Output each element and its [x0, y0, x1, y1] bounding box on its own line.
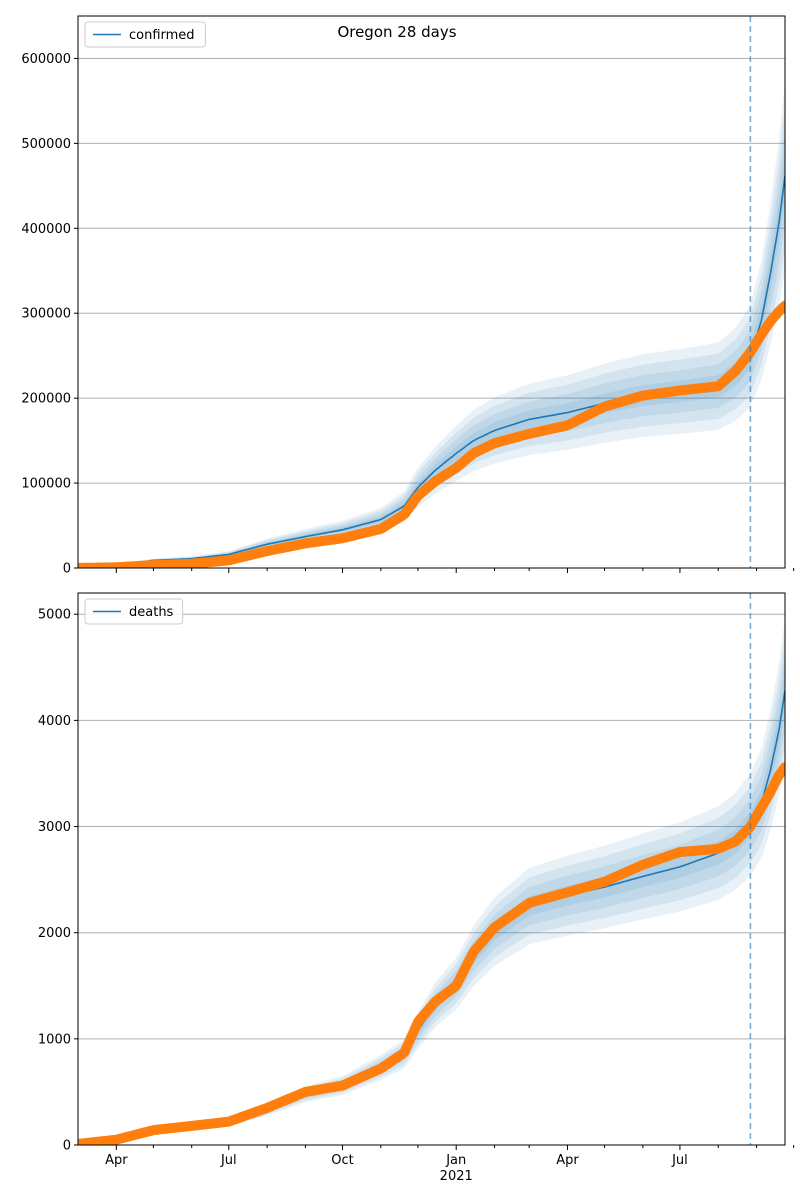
x-tick-sublabel: 2021: [440, 1169, 473, 1184]
confirmed-panel: 0 100000 200000 300000 400000 500000 600000 con…: [21, 15, 795, 577]
y-tick-label: 400000: [21, 222, 71, 237]
y-tick-label: 0: [63, 562, 71, 577]
legend-box: [84, 21, 206, 48]
legend: deaths: [84, 598, 184, 625]
uncertainty-band: [78, 128, 785, 568]
legend: confirmed: [84, 21, 206, 48]
uncertainty-band: [78, 81, 785, 568]
uncertainty-band: [78, 105, 785, 568]
y-tick-label: 600000: [21, 52, 71, 67]
axes-frame: [77, 592, 786, 1146]
uncertainty-band: [78, 636, 785, 1145]
y-tick-label: 3000: [38, 820, 71, 835]
observed-point: [780, 762, 785, 773]
legend-label: confirmed: [129, 28, 195, 43]
y-tick-label: 300000: [21, 307, 71, 322]
uncertainty-band: [78, 618, 785, 1145]
x-tick-label: Jul: [220, 1153, 237, 1168]
x-tick-label: Jan: [445, 1153, 466, 1168]
observed-point: [780, 300, 785, 311]
fit-line: [78, 690, 785, 1145]
plot-area: [78, 618, 785, 1145]
y-tick-label: 100000: [21, 477, 71, 492]
chart-title: Oregon 28 days: [337, 23, 456, 41]
observed-points: [78, 762, 785, 1145]
x-tick-label: Apr: [105, 1153, 128, 1168]
y-tick-label: 4000: [38, 714, 71, 729]
legend-box: [84, 598, 184, 625]
y-tick-label: 1000: [38, 1032, 71, 1047]
axes-frame: [77, 15, 786, 569]
y-tick-label: 500000: [21, 137, 71, 152]
observed-points: [78, 300, 785, 568]
x-tick-label: Apr: [556, 1153, 579, 1168]
x-tick-label: Oct: [331, 1153, 353, 1168]
plot-area: [78, 81, 785, 568]
y-tick-label: 200000: [21, 392, 71, 407]
y-tick-label: 5000: [38, 608, 71, 623]
y-tick-label: 0: [63, 1139, 71, 1154]
x-tick-label: Jul: [671, 1153, 688, 1168]
legend-label: deaths: [129, 605, 174, 620]
y-tick-label: 2000: [38, 926, 71, 941]
